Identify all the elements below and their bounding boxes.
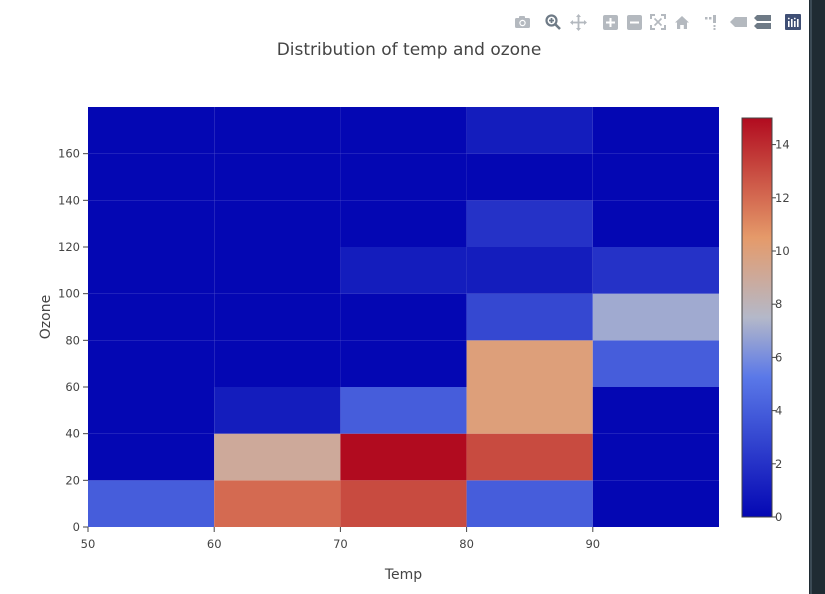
x-tick-label: 80 [459,537,474,551]
heatmap-cell[interactable] [88,153,215,201]
heatmap-cell[interactable] [340,153,467,201]
heatmap-cell[interactable] [214,293,341,341]
heatmap-cell[interactable] [466,107,593,154]
y-tick-label: 120 [58,240,80,254]
heatmap-cell[interactable] [592,480,719,527]
colorbar-tick-label: 0 [775,510,782,524]
heatmap-cell[interactable] [88,480,215,527]
y-tick-label: 60 [65,380,80,394]
x-tick-label: 50 [81,537,96,551]
colorbar-tick-label: 2 [775,457,782,471]
heatmap-cell[interactable] [340,480,467,527]
colorbar-tick-label: 12 [775,191,790,205]
y-tick-label: 0 [73,520,80,534]
x-tick-label: 60 [207,537,222,551]
x-tick-label: 90 [585,537,600,551]
hover-compare-icon[interactable] [752,12,772,32]
heatmap-cell[interactable] [592,200,719,247]
heatmap-cell[interactable] [214,200,341,247]
plotly-logo-icon[interactable] [783,12,803,32]
heatmap-cell[interactable] [466,200,593,247]
heatmap-cell[interactable] [592,247,719,294]
colorbar: 0 2 4 6 8 10 12 14 [741,117,790,524]
hover-closest-icon[interactable] [728,12,748,32]
y-tick-label: 40 [65,427,80,441]
colorbar-tick-label: 6 [775,350,782,364]
heatmap-cell[interactable] [340,387,467,434]
y-tick-label: 20 [65,473,80,487]
heatmap-cell[interactable] [340,293,467,341]
heatmap-cell[interactable] [340,433,467,481]
y-axis-title: Ozone [38,295,54,339]
y-axis: 0 20 40 60 80 100 120 140 160 [58,147,88,534]
heatmap-cell[interactable] [214,153,341,201]
spike-lines-icon[interactable] [702,12,722,32]
heatmap-cell[interactable] [340,247,467,294]
pan-icon[interactable] [568,12,588,32]
heatmap-cell[interactable] [466,293,593,341]
window-edge-bar [809,0,825,594]
heatmap-cell[interactable] [592,433,719,481]
heatmap-cell[interactable] [466,247,593,294]
heatmap-cell[interactable] [466,387,593,434]
heatmap-cell[interactable] [214,433,341,481]
heatmap-cell[interactable] [88,387,215,434]
x-tick-label: 70 [333,537,348,551]
heatmap-cell[interactable] [592,340,719,387]
heatmap-cell[interactable] [592,153,719,201]
zoom-icon[interactable] [543,12,563,32]
colorbar-tick-label: 4 [775,404,782,418]
colorbar-tick-label: 8 [775,297,782,311]
window-edge-stripe [810,0,812,594]
heatmap-cells[interactable] [88,107,719,527]
y-tick-label: 80 [65,333,80,347]
heatmap-cell[interactable] [88,107,215,154]
heatmap-cell[interactable] [214,480,341,527]
y-tick-label: 160 [58,147,80,161]
chart-title: Distribution of temp and ozone [276,40,542,60]
heatmap-cell[interactable] [88,340,215,387]
colorbar-tick-label: 10 [775,244,790,258]
heatmap-cell[interactable] [214,247,341,294]
y-tick-label: 100 [58,287,80,301]
y-tick-label: 140 [58,193,80,207]
x-axis-title: Temp [384,567,422,583]
autoscale-icon[interactable] [648,12,668,32]
colorbar-scale [741,117,773,518]
colorbar-tick-label: 14 [775,138,790,152]
heatmap-cell[interactable] [340,107,467,154]
heatmap-cell[interactable] [214,387,341,434]
heatmap-cell[interactable] [214,340,341,387]
home-icon[interactable] [672,12,692,32]
heatmap-cell[interactable] [340,340,467,387]
heatmap-cell[interactable] [466,340,593,387]
heatmap-cell[interactable] [592,107,719,154]
zoom-in-icon[interactable] [600,12,620,32]
heatmap-cell[interactable] [88,247,215,294]
heatmap-cell[interactable] [466,480,593,527]
heatmap-cell[interactable] [340,200,467,247]
heatmap-cell[interactable] [592,387,719,434]
heatmap-cell[interactable] [88,433,215,481]
zoom-out-icon[interactable] [624,12,644,32]
heatmap-cell[interactable] [88,293,215,341]
heatmap-cell[interactable] [466,153,593,201]
heatmap-cell[interactable] [214,107,341,154]
heatmap-cell[interactable] [88,200,215,247]
heatmap-cell[interactable] [592,293,719,341]
x-axis: 50 60 70 80 90 [81,527,600,551]
camera-icon[interactable] [512,12,532,32]
heatmap-cell[interactable] [466,433,593,481]
